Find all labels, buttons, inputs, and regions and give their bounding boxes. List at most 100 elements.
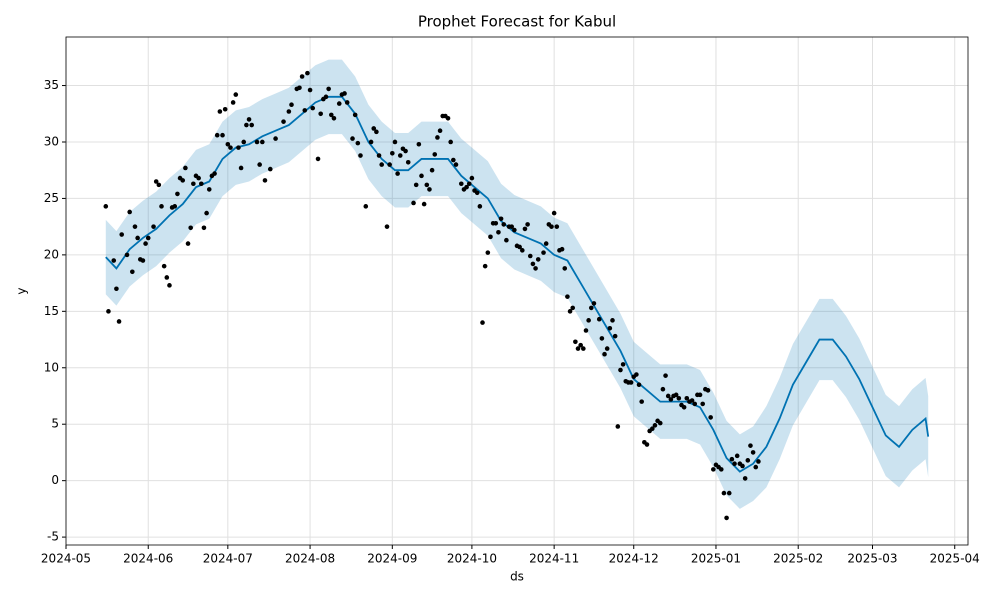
observed-point [453,162,459,167]
observed-point [501,222,507,227]
observed-point [665,393,671,399]
observed-point [246,117,252,122]
observed-point [363,204,369,209]
observed-point [328,112,334,118]
observed-point [692,401,698,407]
observed-point [559,246,565,252]
observed-point [289,102,294,108]
observed-point [435,135,440,140]
observed-point [151,224,156,229]
observed-point [567,309,573,314]
observed-point [586,318,591,323]
observed-point [352,112,358,118]
observed-point [416,141,422,147]
observed-point [588,305,594,311]
observed-point [742,476,748,481]
observed-point [448,139,453,145]
observed-point [390,150,395,156]
observed-point [135,235,140,241]
observed-point [740,463,745,469]
observed-point [331,115,337,121]
observed-point [161,263,167,269]
x-tick-label: 2024-10 [447,552,497,566]
observed-point [729,456,735,462]
observed-point [708,415,713,420]
observed-point [315,156,321,162]
observed-point [520,248,525,253]
observed-point [432,152,438,157]
observed-point [424,182,430,188]
observed-point [427,187,432,192]
observed-point [204,210,209,216]
observed-point [350,136,355,141]
observed-point [697,392,703,398]
y-tick-label: 30 [44,134,59,148]
observed-point [167,283,172,288]
observed-point [530,261,536,267]
observed-point [610,318,615,323]
observed-point [183,165,188,171]
y-tick-label: 15 [44,304,59,318]
x-tick-label: 2024-08 [285,552,335,566]
observed-point [636,382,642,387]
observed-point [748,443,753,448]
observed-point [464,184,469,190]
observed-point [604,346,610,351]
y-tick-label: 0 [51,473,59,487]
observed-point [615,424,621,429]
observed-point [644,442,650,447]
y-tick-label: 35 [44,78,59,92]
observed-point [429,167,435,173]
observed-point [257,162,262,167]
plot-frame [65,36,969,546]
observed-point [342,91,347,96]
observed-point [750,450,756,455]
observed-point [496,229,501,235]
observed-point [384,224,390,229]
x-tick-label: 2024-11 [529,552,579,566]
observed-point [286,109,292,114]
observed-point [732,461,737,467]
observed-point [230,100,236,105]
observed-point [336,101,342,106]
observed-point [551,210,557,216]
observed-point [116,319,122,324]
chart-title: Prophet Forecast for Kabul [418,13,616,31]
observed-point [684,395,690,401]
x-tick-label: 2024-12 [609,552,659,566]
observed-point [318,111,323,117]
observed-point [554,224,560,229]
observed-point [299,74,305,79]
observed-point [734,453,740,459]
observed-point [726,490,732,496]
observed-point [140,258,146,263]
observed-point [565,294,570,299]
observed-point [578,342,583,348]
observed-point [482,263,488,269]
observed-point [175,191,180,197]
observed-point [260,139,265,145]
x-tick-label: 2025-02 [773,552,823,566]
observed-point [220,132,225,138]
observed-point [575,346,581,351]
observed-point [273,136,278,141]
observed-point [522,226,528,232]
observed-point [156,182,162,188]
observed-point [214,132,220,138]
observed-point [111,258,117,263]
observed-point [397,153,403,158]
observed-point [124,252,130,258]
observed-point [618,367,623,373]
observed-point [445,115,451,121]
observed-point [355,140,361,146]
x-tick-label: 2025-03 [847,552,897,566]
observed-point [541,250,546,255]
forecast-line [105,95,930,473]
observed-point [419,173,424,179]
x-tick-label: 2024-06 [123,552,173,566]
observed-point [469,175,475,181]
observed-point [437,128,443,133]
observed-point [581,346,586,351]
